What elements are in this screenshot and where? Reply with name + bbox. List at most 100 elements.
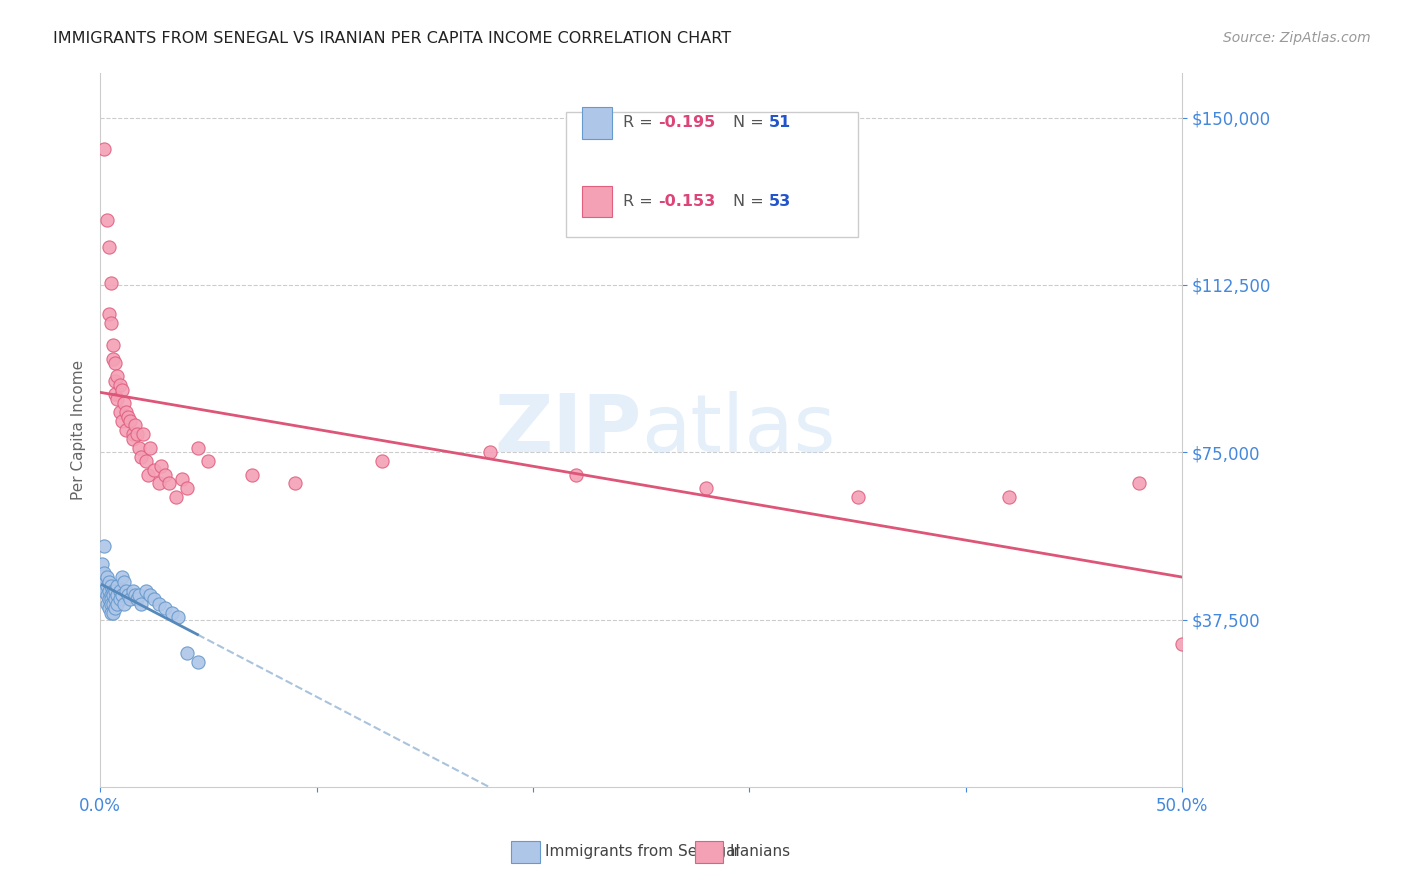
Point [108, 378, 131, 392]
Point [120, 592, 142, 607]
Point [101, 597, 124, 611]
Point [93, 566, 115, 580]
FancyBboxPatch shape [582, 186, 612, 217]
Point [100, 606, 122, 620]
Point [100, 579, 122, 593]
Point [101, 606, 124, 620]
Point [136, 467, 159, 482]
Point [100, 592, 122, 607]
Point [129, 597, 152, 611]
Text: IMMIGRANTS FROM SENEGAL VS IRANIAN PER CAPITA INCOME CORRELATION CHART: IMMIGRANTS FROM SENEGAL VS IRANIAN PER C… [53, 31, 731, 46]
Point [128, 588, 150, 602]
Text: R =: R = [623, 194, 658, 209]
Point [97, 307, 120, 321]
Point [176, 481, 198, 495]
Point [115, 423, 138, 437]
Point [100, 588, 122, 602]
Point [1171, 637, 1194, 651]
Point [998, 490, 1021, 504]
Point [108, 405, 131, 419]
Point [115, 405, 138, 419]
Point [846, 490, 869, 504]
Point [101, 583, 124, 598]
Point [100, 316, 122, 330]
Point [186, 655, 208, 669]
Point [104, 387, 127, 401]
Point [97, 574, 120, 589]
Point [112, 396, 135, 410]
Point [478, 445, 501, 459]
Point [129, 450, 152, 464]
Point [112, 574, 135, 589]
Point [96, 53, 118, 67]
Point [121, 583, 143, 598]
Point [186, 441, 208, 455]
Point [104, 592, 127, 607]
Point [135, 583, 157, 598]
Text: R =: R = [623, 115, 658, 130]
Point [93, 539, 115, 553]
Point [96, 597, 118, 611]
Point [148, 476, 170, 491]
Point [111, 588, 134, 602]
Text: -0.195: -0.195 [658, 115, 716, 130]
Point [93, 142, 115, 156]
Point [565, 467, 588, 482]
Text: -0.153: -0.153 [658, 194, 716, 209]
Point [97, 583, 120, 598]
Point [100, 597, 122, 611]
Text: Immigrants from Senegal: Immigrants from Senegal [546, 845, 740, 859]
Point [101, 588, 124, 602]
Point [135, 454, 157, 468]
Text: 53: 53 [769, 194, 792, 209]
Point [121, 432, 143, 446]
Point [1128, 476, 1150, 491]
Point [121, 427, 143, 442]
Point [96, 570, 118, 584]
Point [172, 472, 194, 486]
Text: N =: N = [734, 194, 769, 209]
Point [197, 454, 219, 468]
Point [120, 414, 142, 428]
Point [111, 570, 134, 584]
Text: ZIP: ZIP [494, 391, 641, 469]
Point [108, 592, 131, 607]
Point [97, 592, 120, 607]
Point [108, 583, 131, 598]
Text: Iranians: Iranians [730, 845, 790, 859]
Point [124, 418, 146, 433]
Point [96, 213, 118, 227]
Point [97, 601, 120, 615]
Y-axis label: Per Capita Income: Per Capita Income [72, 359, 86, 500]
Point [143, 592, 166, 607]
Point [148, 597, 170, 611]
Point [153, 467, 176, 482]
Text: atlas: atlas [641, 391, 835, 469]
Point [132, 427, 155, 442]
Point [101, 338, 124, 352]
Point [176, 646, 198, 660]
Point [124, 588, 146, 602]
Point [111, 383, 134, 397]
FancyBboxPatch shape [582, 107, 612, 138]
Point [96, 588, 118, 602]
Point [115, 583, 138, 598]
Point [104, 601, 127, 615]
Point [107, 579, 129, 593]
FancyBboxPatch shape [565, 112, 858, 237]
Point [107, 597, 129, 611]
Point [240, 467, 263, 482]
Point [167, 610, 190, 624]
Point [100, 276, 122, 290]
Point [91, 574, 114, 589]
Text: 51: 51 [769, 115, 792, 130]
Point [284, 476, 307, 491]
Point [128, 441, 150, 455]
Point [370, 454, 392, 468]
Point [139, 588, 162, 602]
Point [107, 369, 129, 384]
Point [153, 601, 176, 615]
Point [149, 458, 172, 473]
Point [101, 351, 124, 366]
Point [104, 356, 127, 370]
